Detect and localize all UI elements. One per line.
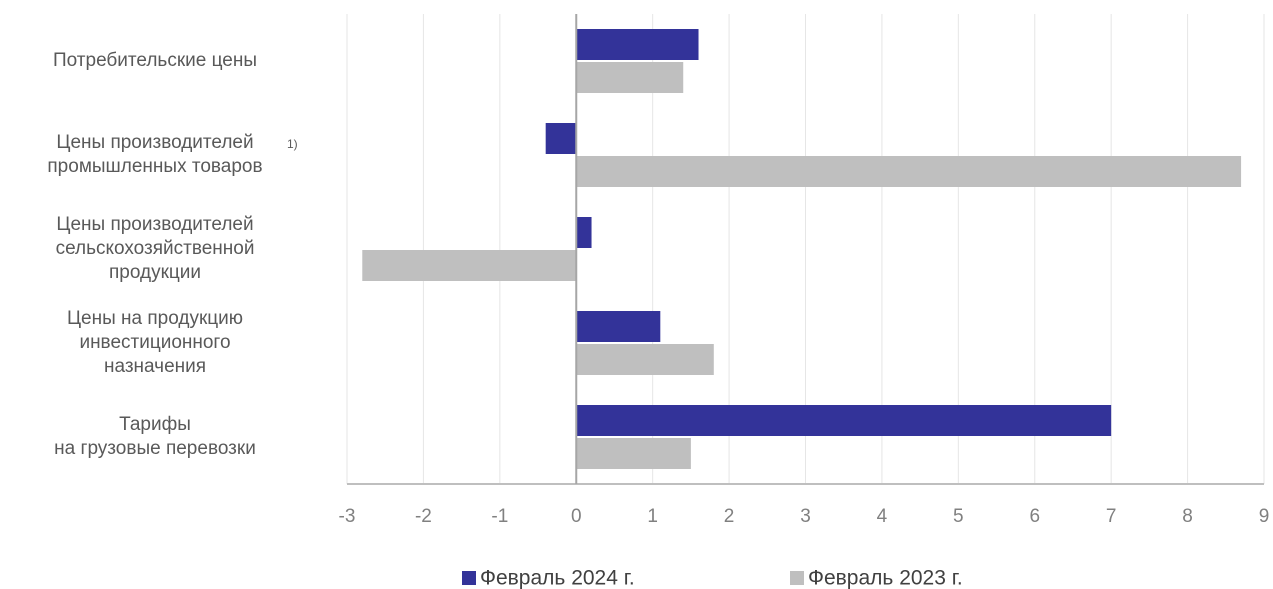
legend-label: Февраль 2023 г. (808, 567, 963, 589)
x-tick-label: 7 (1106, 506, 1117, 527)
y-tick-label: Тарифы на грузовые перевозки (54, 414, 256, 459)
bar (576, 405, 1112, 436)
legend-swatch (462, 571, 476, 585)
bar (576, 62, 684, 93)
bar (576, 217, 592, 248)
x-tick-label: 0 (571, 506, 582, 527)
x-tick-label: 8 (1182, 506, 1193, 527)
y-tick-label: Цены производителей промышленных товаров (47, 132, 262, 177)
bar (576, 438, 691, 469)
x-tick-label: 6 (1029, 506, 1040, 527)
y-tick-label: Цены на продукцию инвестиционного назначен… (67, 308, 243, 377)
bar (576, 311, 661, 342)
y-tick-label: Потребительские цены (53, 50, 257, 71)
bar (576, 344, 714, 375)
bar (576, 156, 1242, 187)
x-tick-label: 9 (1259, 506, 1270, 527)
x-tick-label: -1 (491, 506, 508, 527)
footnote-mark: 1) (287, 137, 298, 151)
x-tick-label: 3 (800, 506, 811, 527)
x-tick-label: -3 (339, 506, 356, 527)
x-tick-label: 2 (724, 506, 735, 527)
bar (545, 123, 577, 154)
x-tick-label: 1 (647, 506, 658, 527)
y-tick-label: Цены производителей сельскохозяйственной п… (56, 214, 255, 283)
bar (576, 29, 699, 60)
legend-label: Февраль 2024 г. (480, 567, 635, 589)
x-tick-label: 4 (877, 506, 888, 527)
x-tick-label: 5 (953, 506, 964, 527)
x-tick-label: -2 (415, 506, 432, 527)
legend-swatch (790, 571, 804, 585)
bar (362, 250, 577, 281)
